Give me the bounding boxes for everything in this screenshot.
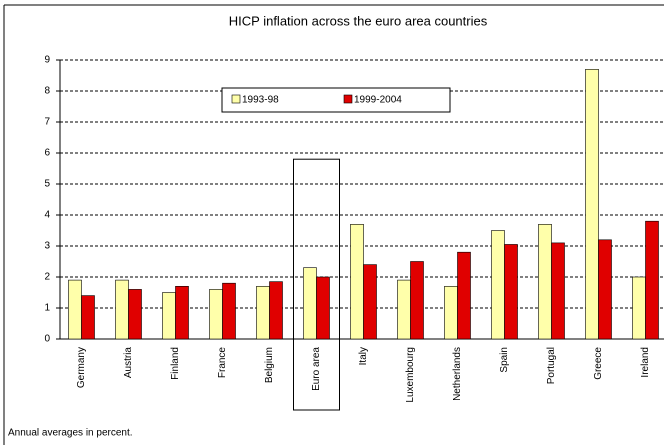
chart-title: HICP inflation across the euro area coun… — [229, 13, 488, 28]
x-tick-label: Spain — [499, 347, 510, 373]
x-tick-label: Portugal — [546, 347, 557, 384]
y-tick-label: 6 — [44, 148, 50, 159]
bar — [410, 261, 424, 340]
bar — [162, 292, 176, 340]
y-tick-label: 2 — [44, 272, 50, 283]
y-tick-label: 1 — [44, 303, 50, 314]
x-tick-label: Austria — [123, 347, 134, 379]
y-tick-label: 4 — [44, 210, 50, 221]
legend-swatch — [231, 94, 241, 104]
bar — [222, 282, 236, 340]
y-tick-label: 8 — [44, 86, 50, 97]
bar — [504, 244, 518, 340]
y-tick-label: 7 — [44, 117, 50, 128]
bar — [350, 224, 364, 340]
bar — [303, 267, 317, 340]
bar — [209, 289, 223, 340]
highlight-box — [293, 158, 340, 411]
x-tick-label: Greece — [593, 347, 604, 380]
legend-swatch — [343, 94, 353, 104]
bar — [551, 242, 565, 340]
bar — [175, 285, 189, 340]
bar — [491, 230, 505, 340]
y-tick-label: 0 — [44, 334, 50, 345]
y-tick-label: 9 — [44, 55, 50, 66]
legend-label: 1999-2004 — [354, 95, 402, 106]
bar — [632, 276, 646, 340]
bar — [598, 239, 612, 340]
bar — [316, 276, 330, 340]
legend-label: 1993-98 — [242, 95, 279, 106]
bar — [444, 285, 458, 340]
x-tick-label: Germany — [76, 347, 87, 388]
bar — [81, 295, 95, 340]
bar — [585, 69, 599, 340]
note: Annual averages in percent. — [8, 428, 133, 439]
bar — [115, 279, 129, 340]
x-tick-label: Belgium — [264, 347, 275, 383]
bar — [363, 264, 377, 340]
bar — [457, 251, 471, 340]
x-tick-label: Italy — [358, 347, 369, 365]
x-tick-label: Finland — [170, 347, 181, 380]
x-tick-label: France — [217, 347, 228, 379]
bar — [68, 279, 82, 340]
x-tick-label: Ireland — [640, 347, 651, 378]
x-tick-label: Netherlands — [452, 347, 463, 401]
legend-box — [221, 87, 451, 113]
bar — [256, 285, 270, 340]
bar — [397, 279, 411, 340]
y-tick-label: 5 — [44, 179, 50, 190]
x-tick-label: Luxembourg — [405, 347, 416, 403]
bar — [645, 220, 659, 340]
y-tick-label: 3 — [44, 241, 50, 252]
bar — [269, 281, 283, 340]
bar — [538, 224, 552, 340]
x-tick-label: Euro area — [311, 347, 322, 391]
bar — [128, 289, 142, 340]
